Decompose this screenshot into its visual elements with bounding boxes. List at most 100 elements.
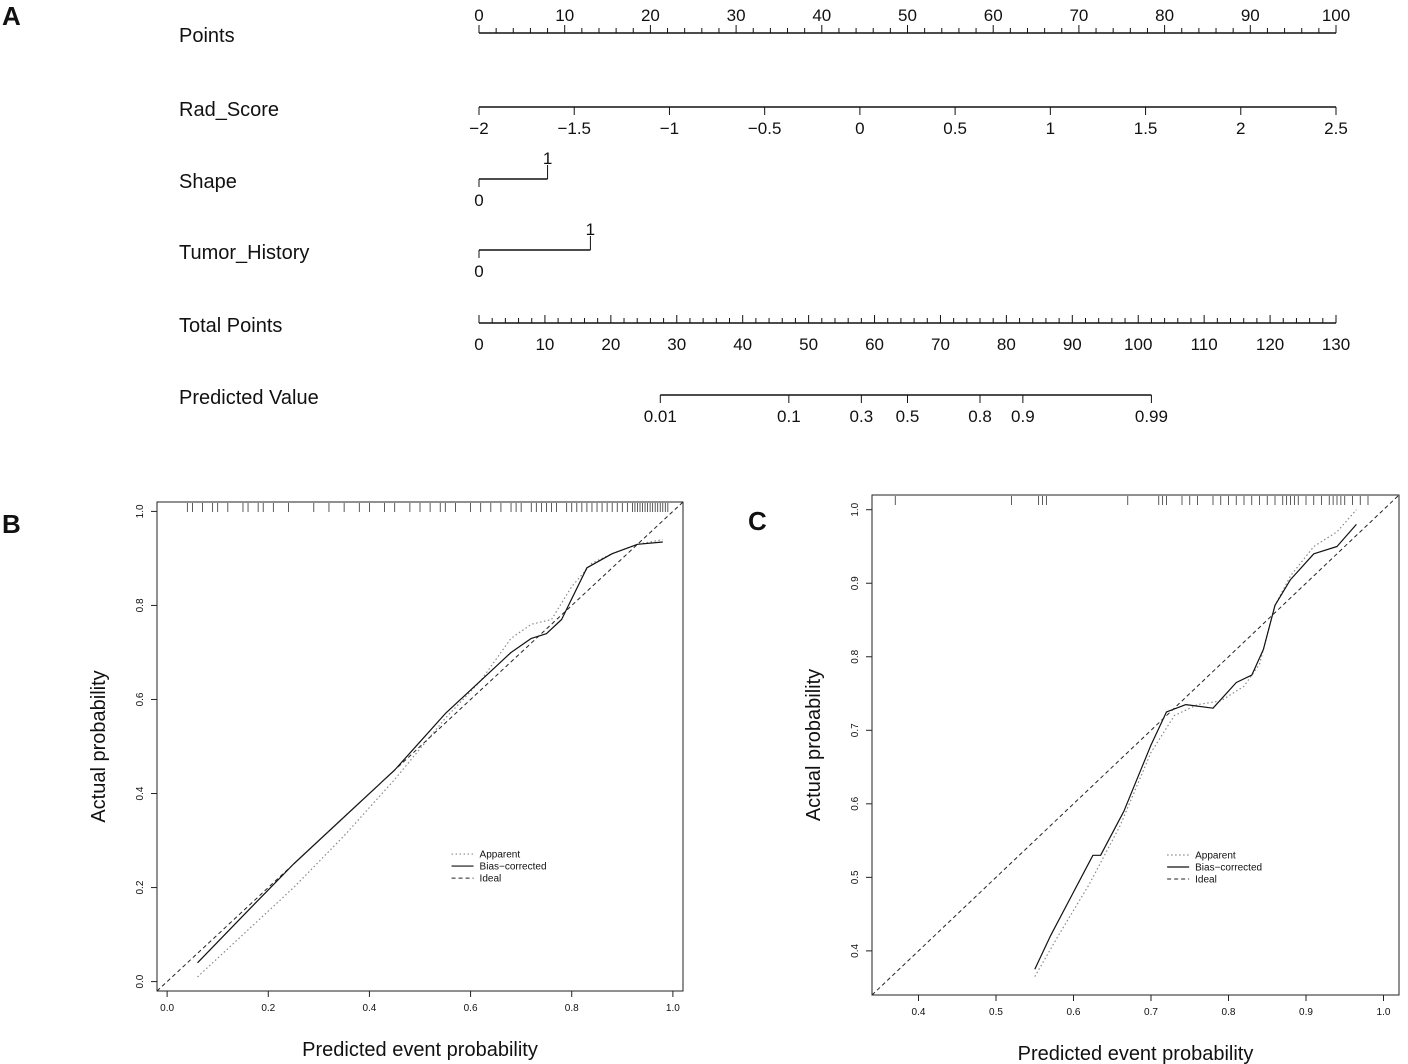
points-tick-label: 80: [1155, 6, 1174, 25]
points-tick-label: 30: [727, 6, 746, 25]
legend-label: Ideal: [1195, 875, 1217, 886]
x-tick-label: 1.0: [666, 1003, 680, 1014]
predicted_value-tick-label: 0.99: [1135, 407, 1168, 426]
plot-frame: [156, 501, 684, 992]
x-tick-label: 0.0: [160, 1003, 174, 1014]
y-tick-label: 0.2: [135, 880, 146, 894]
points-tick-label: 70: [1069, 6, 1088, 25]
total_points-tick-label: 0: [474, 335, 483, 354]
rad_score-tick-label: 0.5: [943, 119, 967, 138]
points-tick-label: 60: [984, 6, 1003, 25]
x-tick-label: 0.4: [912, 1007, 926, 1018]
series-dotted-line: [197, 539, 663, 978]
x-tick-label: 0.8: [565, 1003, 579, 1014]
rad_score-tick-label: 0: [855, 119, 864, 138]
points-tick-label: 20: [641, 6, 660, 25]
y-tick-label: 0.9: [850, 576, 861, 590]
calibration-plot-validation: 0.4 0.5 0.6 0.7 0.8 0.9 1.0 0.4 0.5 0.6 0.7 0.8 0.9 1…: [803, 494, 1400, 1064]
row-label-total_points: Total Points: [179, 315, 282, 337]
y-tick-label: 0.8: [135, 598, 146, 612]
series-solid-line: [197, 541, 663, 964]
predicted_value-tick-label: 0.9: [1011, 407, 1035, 426]
tumor_history-level-label: 0: [474, 262, 483, 281]
y-tick-label: 0.0: [135, 974, 146, 988]
y-tick-label: 0.8: [850, 649, 861, 663]
rad_score-tick-label: −0.5: [748, 119, 782, 138]
points-tick-label: 10: [555, 6, 574, 25]
panel-b-letter: B: [2, 509, 21, 539]
shape-level-label: 0: [474, 191, 483, 210]
x-tick-label: 0.7: [1144, 1007, 1158, 1018]
total_points-tick-label: 10: [535, 335, 554, 354]
total_points-tick-label: 50: [799, 335, 818, 354]
row-label-predicted_value: Predicted Value: [179, 387, 319, 409]
x-tick-label: 0.8: [1222, 1007, 1236, 1018]
total_points-tick-label: 130: [1322, 335, 1350, 354]
predicted_value-tick-label: 0.01: [644, 407, 677, 426]
x-tick-label: 0.6: [464, 1003, 478, 1014]
panel-c-letter: C: [748, 506, 767, 536]
row-label-points: Points: [179, 25, 235, 47]
legend-label: Ideal: [480, 874, 502, 885]
x-axis-title: Predicted event probability: [1018, 1043, 1254, 1064]
legend-label: Apparent: [1195, 851, 1236, 862]
series-dashed-line: [157, 502, 683, 991]
tumor_history-level-label: 1: [586, 220, 595, 239]
shape-level-label: 1: [543, 149, 552, 168]
total_points-tick-label: 60: [865, 335, 884, 354]
x-tick-label: 1.0: [1377, 1007, 1391, 1018]
points-tick-label: 90: [1241, 6, 1260, 25]
x-tick-label: 0.5: [989, 1007, 1003, 1018]
y-tick-label: 0.4: [850, 943, 861, 957]
y-tick-label: 0.7: [850, 723, 861, 737]
x-tick-label: 0.2: [261, 1003, 275, 1014]
y-axis-title: Actual probability: [88, 670, 110, 822]
total_points-tick-label: 20: [601, 335, 620, 354]
legend-label: Apparent: [480, 850, 521, 861]
total_points-tick-label: 100: [1124, 335, 1152, 354]
series-dotted-line: [1034, 509, 1357, 977]
series-dashed-line: [872, 495, 1399, 995]
x-tick-label: 0.9: [1299, 1007, 1313, 1018]
y-tick-label: 1.0: [135, 504, 146, 518]
predicted_value-tick-label: 0.3: [850, 407, 874, 426]
predicted_value-tick-label: 0.1: [777, 407, 801, 426]
y-tick-label: 0.6: [850, 796, 861, 810]
x-tick-label: 0.6: [1067, 1007, 1081, 1018]
y-tick-label: 0.4: [135, 786, 146, 800]
total_points-tick-label: 110: [1191, 335, 1218, 354]
y-tick-label: 1.0: [850, 502, 861, 516]
row-label-shape: Shape: [179, 171, 237, 193]
rad_score-tick-label: 2.5: [1324, 119, 1348, 138]
total_points-tick-label: 30: [667, 335, 686, 354]
rad_score-tick-label: 1.5: [1134, 119, 1158, 138]
calibration-plot-training: 0.0 0.2 0.4 0.6 0.8 1.0 0.0 0.2 0.4 0.6 0.8 1.0 Pred…: [88, 501, 684, 1061]
points-tick-label: 50: [898, 6, 917, 25]
panel-a-letter: A: [2, 1, 21, 31]
total_points-tick-label: 120: [1256, 335, 1284, 354]
total_points-tick-label: 90: [1063, 335, 1082, 354]
y-tick-label: 0.6: [135, 692, 146, 706]
y-axis-title: Actual probability: [803, 669, 825, 821]
total_points-tick-label: 80: [997, 335, 1016, 354]
plot-frame: [871, 494, 1400, 996]
total_points-tick-label: 40: [733, 335, 752, 354]
predicted_value-tick-label: 0.8: [968, 407, 992, 426]
points-tick-label: 40: [812, 6, 831, 25]
legend-label: Bias−corrected: [1195, 863, 1262, 874]
legend-label: Bias−corrected: [480, 862, 547, 873]
rad_score-tick-label: −2: [469, 119, 488, 138]
row-label-tumor_history: Tumor_History: [179, 242, 309, 264]
row-label-rad_score: Rad_Score: [179, 99, 279, 121]
rad_score-tick-label: −1.5: [557, 119, 591, 138]
rad_score-tick-label: −1: [660, 119, 679, 138]
rad_score-tick-label: 1: [1046, 119, 1055, 138]
rad_score-tick-label: 2: [1236, 119, 1245, 138]
series-solid-line: [1034, 524, 1357, 970]
total_points-tick-label: 70: [931, 335, 950, 354]
points-tick-label: 100: [1322, 6, 1350, 25]
predicted_value-tick-label: 0.5: [896, 407, 920, 426]
points-tick-label: 0: [474, 6, 483, 25]
